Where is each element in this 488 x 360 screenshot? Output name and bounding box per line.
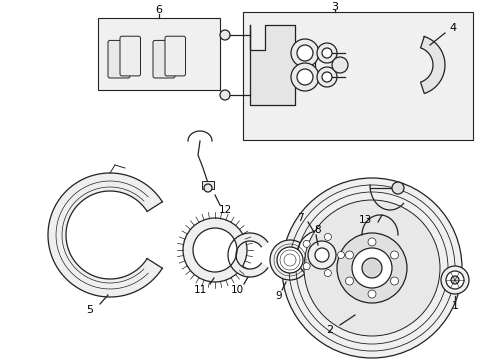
Polygon shape xyxy=(227,233,267,277)
Circle shape xyxy=(303,263,309,270)
Circle shape xyxy=(316,43,336,63)
Text: 11: 11 xyxy=(193,285,206,295)
Text: 3: 3 xyxy=(331,2,338,12)
Circle shape xyxy=(290,63,318,91)
Circle shape xyxy=(316,67,336,87)
Text: 1: 1 xyxy=(450,301,458,311)
Bar xyxy=(202,181,214,189)
Text: 9: 9 xyxy=(275,291,282,301)
Circle shape xyxy=(276,247,303,273)
Text: 10: 10 xyxy=(230,285,243,295)
Text: 4: 4 xyxy=(448,23,456,33)
Circle shape xyxy=(367,238,375,246)
Circle shape xyxy=(324,233,331,240)
Circle shape xyxy=(304,200,439,336)
FancyBboxPatch shape xyxy=(108,40,130,78)
Polygon shape xyxy=(249,25,314,105)
Text: 6: 6 xyxy=(155,5,162,15)
Circle shape xyxy=(390,277,398,285)
Polygon shape xyxy=(48,173,162,297)
Circle shape xyxy=(321,48,331,58)
Circle shape xyxy=(324,270,331,276)
Circle shape xyxy=(391,182,403,194)
Circle shape xyxy=(321,72,331,82)
Circle shape xyxy=(367,290,375,298)
Circle shape xyxy=(331,57,347,73)
Bar xyxy=(98,18,220,90)
FancyBboxPatch shape xyxy=(164,36,185,76)
Circle shape xyxy=(361,258,381,278)
Bar xyxy=(243,12,472,140)
Circle shape xyxy=(269,240,309,280)
Text: 12: 12 xyxy=(218,205,231,215)
Circle shape xyxy=(345,251,353,259)
Circle shape xyxy=(440,266,468,294)
Circle shape xyxy=(296,230,346,280)
Circle shape xyxy=(314,248,328,262)
FancyBboxPatch shape xyxy=(120,36,140,76)
Circle shape xyxy=(220,30,229,40)
Circle shape xyxy=(193,228,237,272)
Circle shape xyxy=(183,218,246,282)
Circle shape xyxy=(296,45,312,61)
Circle shape xyxy=(345,277,353,285)
Circle shape xyxy=(337,252,344,258)
Text: 7: 7 xyxy=(296,213,303,223)
Text: 13: 13 xyxy=(358,215,371,225)
Circle shape xyxy=(445,271,463,289)
Text: 8: 8 xyxy=(314,225,321,235)
Circle shape xyxy=(336,233,406,303)
Circle shape xyxy=(282,178,461,358)
Circle shape xyxy=(290,39,318,67)
FancyBboxPatch shape xyxy=(153,40,175,78)
Circle shape xyxy=(220,90,229,100)
Circle shape xyxy=(303,240,309,247)
Circle shape xyxy=(390,251,398,259)
Circle shape xyxy=(450,276,458,284)
Text: 2: 2 xyxy=(326,325,333,335)
Circle shape xyxy=(203,184,212,192)
Circle shape xyxy=(307,241,335,269)
Circle shape xyxy=(286,220,356,290)
Circle shape xyxy=(296,69,312,85)
Polygon shape xyxy=(420,36,444,94)
Circle shape xyxy=(351,248,391,288)
Text: 5: 5 xyxy=(86,305,93,315)
